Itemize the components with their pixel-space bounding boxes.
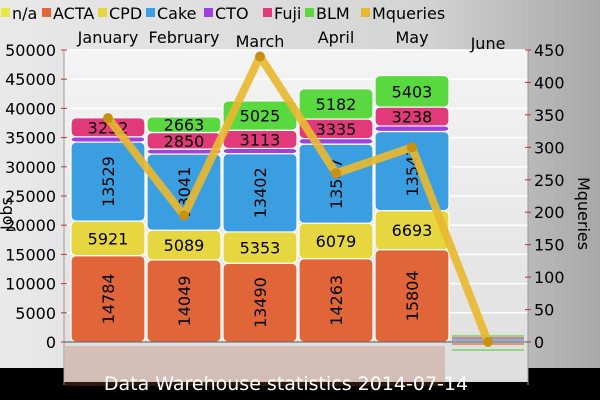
- bar-value-label: 3335: [316, 120, 357, 139]
- y2-tick-label: 50: [534, 301, 554, 320]
- mqueries-point: [407, 142, 417, 153]
- bar-value-label: 14263: [327, 275, 346, 326]
- legend-swatch: [98, 8, 107, 17]
- legend-label: ACTA: [53, 4, 94, 23]
- y-tick-label: 45000: [5, 70, 56, 89]
- bar-value-label: 2663: [164, 116, 205, 135]
- mqueries-point: [103, 113, 113, 124]
- category-label: June: [470, 34, 506, 53]
- legend-swatch: [42, 8, 51, 17]
- mqueries-point: [179, 210, 189, 221]
- y-tick-label: 35000: [5, 129, 56, 148]
- legend-swatch: [361, 8, 370, 17]
- y2-axis-title: Mqueries: [574, 177, 593, 250]
- bar-segment-cto: [70, 136, 146, 143]
- y-tick-label: 5000: [15, 304, 56, 323]
- bar-value-label: 3113: [240, 130, 281, 149]
- y-tick-label: 15000: [5, 245, 56, 264]
- y-tick-label: 20000: [5, 216, 56, 235]
- y-tick-label: 30000: [5, 158, 56, 177]
- category-label: January: [77, 28, 139, 47]
- mqueries-point: [255, 51, 265, 62]
- y2-tick-label: 0: [534, 333, 544, 352]
- category-label: April: [318, 28, 355, 47]
- legend: n/a ACTA CPD Cake CTO Fuji BLM Mqueries: [1, 4, 445, 23]
- bar-value-label: 5353: [240, 239, 281, 258]
- chart-title: Data Warehouse statistics 2014-07-14: [104, 373, 468, 395]
- mqueries-line: [104, 52, 492, 346]
- legend-label: Cake: [157, 4, 197, 23]
- y2-tick-label: 200: [534, 203, 565, 222]
- y-tick-label: 50000: [5, 41, 56, 60]
- category-label: May: [395, 28, 428, 47]
- bar-value-label: 5025: [240, 107, 281, 126]
- y-tick-label: -2000: [10, 369, 57, 388]
- legend-label: n/a: [12, 4, 37, 23]
- bar-value-label: 5921: [88, 229, 129, 248]
- legend-label: BLM: [316, 4, 350, 23]
- bar-value-label: 6693: [392, 221, 433, 240]
- y2-tick-label: 250: [534, 171, 565, 190]
- mqueries-point: [483, 337, 493, 347]
- legend-swatch: [204, 8, 213, 17]
- y2-tick-label: 350: [534, 106, 565, 125]
- bar-value-label: 13490: [251, 277, 270, 328]
- bar-segment-cto: [374, 125, 450, 133]
- legend-swatch: [305, 8, 314, 17]
- y-tick-label: 0: [46, 333, 56, 352]
- legend-swatch: [146, 8, 155, 17]
- y2-tick-label: 100: [534, 268, 565, 287]
- legend-swatch: [1, 8, 10, 17]
- category-label: February: [149, 28, 220, 47]
- bar-value-label: 5182: [316, 95, 357, 114]
- y-tick-label: 25000: [5, 187, 56, 206]
- y-tick-label: 40000: [5, 99, 56, 118]
- y2-tick-label: -20: [534, 369, 560, 388]
- bar-value-label: 15804: [403, 270, 422, 321]
- bar-value-label: 5089: [164, 236, 205, 255]
- bar-value-label: 14049: [175, 276, 194, 327]
- legend-label: CTO: [215, 4, 249, 23]
- legend-swatch: [263, 8, 272, 17]
- legend-label: Fuji: [274, 4, 301, 23]
- y2-tick-label: 400: [534, 73, 565, 92]
- bar-value-label: 14784: [99, 273, 118, 324]
- bar-value-label: 13402: [251, 167, 270, 218]
- reflection: [65, 346, 445, 386]
- category-label: March: [236, 32, 285, 51]
- bar-value-label: 2850: [164, 132, 205, 151]
- y2-tick-label: 150: [534, 236, 565, 255]
- bar-value-label: 6079: [316, 232, 357, 251]
- bar-value-label: 13529: [99, 156, 118, 207]
- legend-label: Mqueries: [372, 4, 445, 23]
- bar-segment-blm: [298, 88, 374, 120]
- y-axis-title: Jobs: [0, 197, 16, 231]
- bar-segment-blm: [146, 116, 222, 134]
- bar-segment-blm: [374, 74, 450, 108]
- y2-tick-label: 300: [534, 138, 565, 157]
- bar-value-label: 5403: [392, 82, 433, 101]
- y2-tick-label: 450: [534, 41, 565, 60]
- y-tick-label: 10000: [5, 275, 56, 294]
- legend-label: CPD: [109, 4, 142, 23]
- bar-value-label: 3238: [392, 108, 433, 127]
- mqueries-point: [331, 168, 341, 179]
